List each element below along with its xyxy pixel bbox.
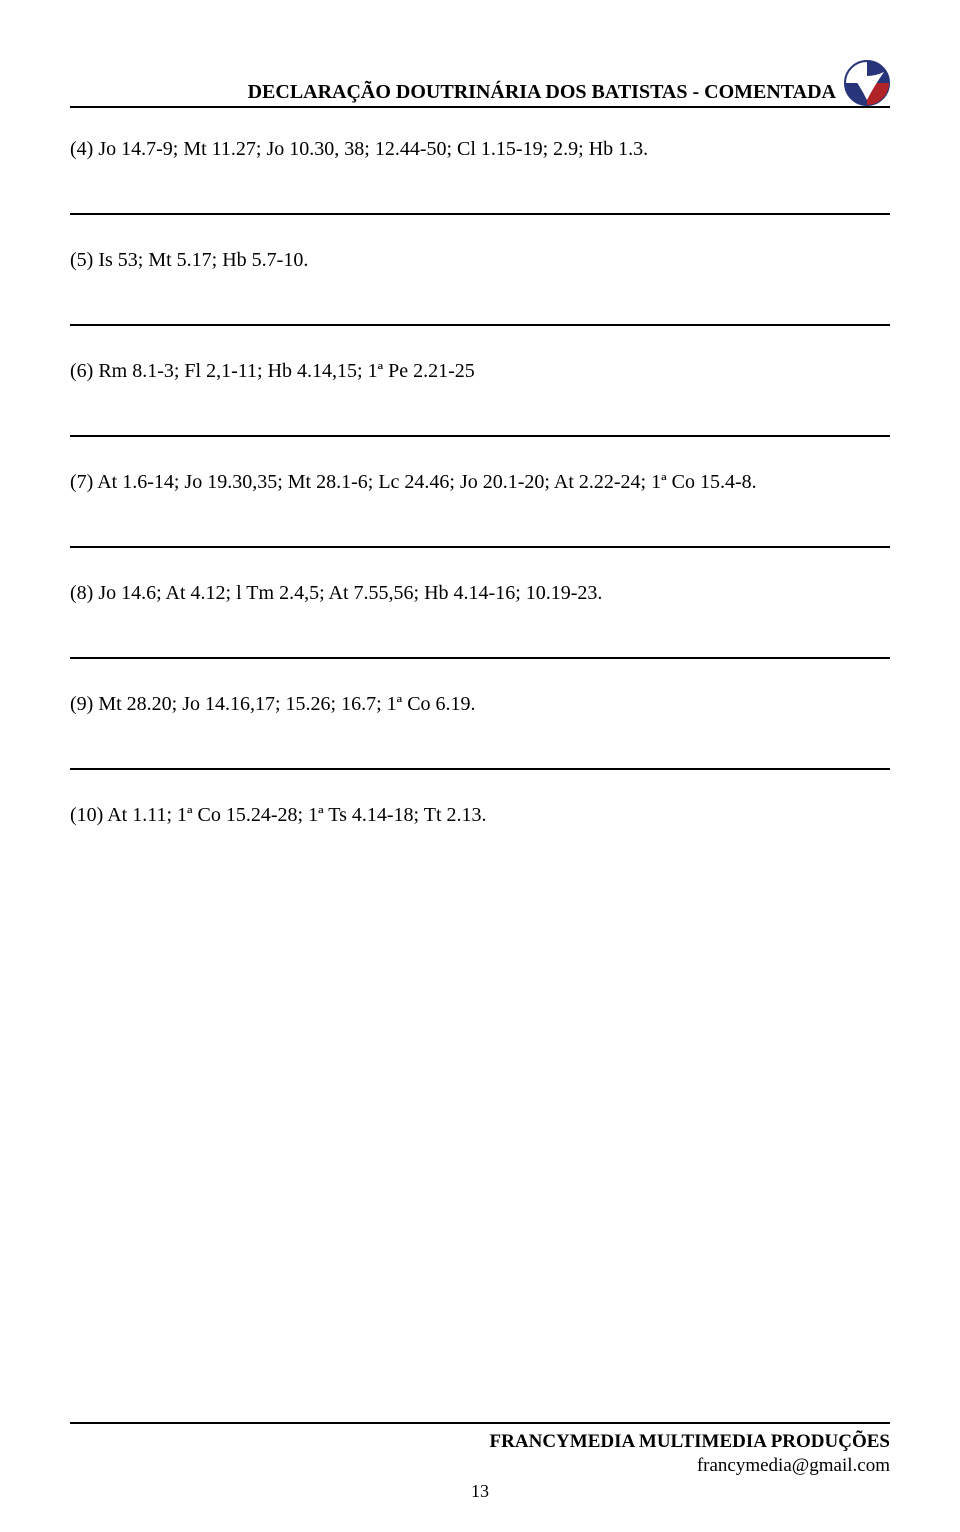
divider [70, 657, 890, 659]
divider [70, 213, 890, 215]
reference-10: (10) At 1.11; 1ª Co 15.24-28; 1ª Ts 4.14… [70, 802, 890, 829]
page-number: 13 [70, 1481, 890, 1502]
divider [70, 435, 890, 437]
footer-org: FRANCYMEDIA MULTIMEDIA PRODUÇÕES [70, 1430, 890, 1455]
logo-icon [844, 60, 890, 106]
reference-5: (5) Is 53; Mt 5.17; Hb 5.7-10. [70, 247, 890, 274]
reference-8: (8) Jo 14.6; At 4.12; l Tm 2.4,5; At 7.5… [70, 580, 890, 607]
divider [70, 546, 890, 548]
footer-email: francymedia@gmail.com [70, 1454, 890, 1479]
reference-7: (7) At 1.6-14; Jo 19.30,35; Mt 28.1-6; L… [70, 469, 890, 496]
footer-divider [70, 1422, 890, 1424]
footer: FRANCYMEDIA MULTIMEDIA PRODUÇÕES francym… [70, 1422, 890, 1502]
divider [70, 768, 890, 770]
divider [70, 324, 890, 326]
reference-9: (9) Mt 28.20; Jo 14.16,17; 15.26; 16.7; … [70, 691, 890, 718]
header-title: DECLARAÇÃO DOUTRINÁRIA DOS BATISTAS - CO… [248, 81, 836, 104]
reference-4: (4) Jo 14.7-9; Mt 11.27; Jo 10.30, 38; 1… [70, 136, 890, 163]
header: DECLARAÇÃO DOUTRINÁRIA DOS BATISTAS - CO… [70, 60, 890, 108]
reference-6: (6) Rm 8.1-3; Fl 2,1-11; Hb 4.14,15; 1ª … [70, 358, 890, 385]
